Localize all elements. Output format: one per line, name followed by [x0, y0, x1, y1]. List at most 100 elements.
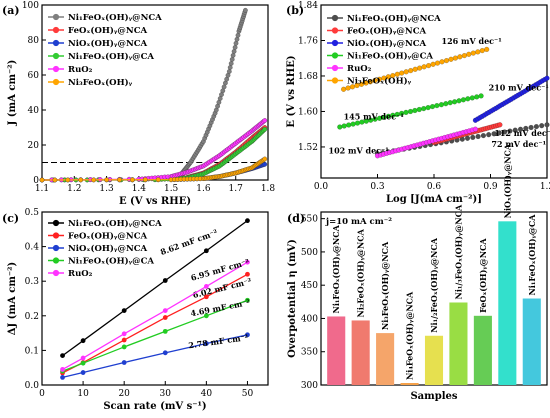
series-line	[62, 220, 248, 357]
data-point	[52, 177, 58, 183]
data-point	[228, 61, 234, 66]
data-point	[227, 65, 233, 70]
data-point	[523, 125, 529, 131]
data-point	[426, 63, 432, 69]
y-tick-label: 500	[301, 248, 318, 258]
legend-marker	[52, 52, 60, 60]
y-tick-label: 400	[301, 314, 318, 324]
legend-marker	[52, 13, 60, 21]
y-tick-label: 0.1	[25, 346, 39, 356]
plot-frame-c	[41, 211, 269, 386]
x-axis-label: Samples	[410, 391, 457, 402]
y-tick-label: 1.60	[298, 107, 318, 117]
legend-marker	[52, 219, 60, 227]
panel-d-chart: 300 350 400 450 500 550 Samples Overpotential η…	[287, 143, 548, 402]
data-point	[491, 131, 497, 137]
y-tick-label: 300	[301, 381, 318, 391]
data-point	[155, 177, 161, 183]
x-tick-label: 0.0	[314, 182, 329, 192]
data-point	[408, 68, 414, 74]
data-point	[60, 367, 65, 372]
data-point	[486, 132, 492, 138]
series-line	[62, 261, 248, 370]
data-point	[479, 48, 485, 54]
data-point	[224, 76, 230, 82]
data-point	[121, 344, 127, 350]
category-label: Ni₃FeOₓ(OH)ᵧ@NCA	[380, 241, 390, 330]
data-point	[121, 360, 127, 365]
data-point	[484, 46, 490, 52]
x-tick-label: 40	[201, 389, 213, 399]
data-point	[162, 278, 168, 283]
legend-entry: NiOₓ(OH)ᵧ@NCA	[68, 243, 147, 254]
data-point	[341, 86, 347, 92]
y-axis-label: J (mA cm⁻²)	[7, 60, 18, 127]
tafel-slope-label: 112 mV dec⁻¹	[494, 128, 550, 138]
x-tick-label: 50	[242, 389, 254, 399]
y-tick-label: 1.52	[298, 143, 318, 153]
panel-label-c: (c)	[2, 212, 19, 225]
data-point	[121, 331, 127, 337]
category-label: NiOₓ(OH)ᵧ@NCA	[502, 143, 512, 218]
data-point	[60, 353, 65, 358]
data-point	[220, 88, 226, 94]
legend-entry: Ni₁FeOₓ(OH)ᵧ@NCA	[347, 13, 441, 24]
series-line	[41, 120, 266, 181]
legend-entry: RuO₂	[68, 269, 93, 279]
data-point	[474, 94, 480, 100]
data-point	[544, 122, 550, 128]
data-point	[466, 51, 472, 57]
data-point	[439, 59, 445, 65]
y-tick-label: 60	[28, 71, 40, 81]
bar	[522, 298, 541, 385]
y-tick-label: 550	[301, 215, 318, 225]
data-point	[226, 69, 232, 74]
data-point	[430, 104, 436, 110]
data-point	[470, 50, 476, 56]
y-tick-label: 0.4	[25, 243, 40, 253]
data-point	[447, 100, 453, 106]
data-point	[496, 130, 502, 136]
legend-entry: Ni₁FeOₓ(OH)ᵧ@CA	[68, 256, 154, 267]
data-point	[203, 283, 209, 289]
data-point	[460, 97, 466, 103]
bar	[449, 302, 468, 385]
tafel-slope-label: 145 mV dec⁻¹	[344, 111, 404, 121]
category-label: Ni₁/₃FeOₓ(OH)ᵧ@NCA	[453, 204, 463, 299]
data-point	[421, 106, 427, 112]
x-tick-label: 1.5	[164, 184, 179, 194]
data-point	[417, 65, 423, 71]
legend-entry: Ni₃FeOₓ(OH)ᵧ	[68, 77, 133, 88]
bar	[498, 221, 517, 385]
y-tick-label: 40	[28, 106, 40, 116]
y-tick-label: 0.0	[25, 381, 40, 391]
data-point	[203, 313, 209, 319]
panel-label-a: (a)	[2, 4, 20, 17]
data-point	[480, 133, 486, 139]
panel-c-chart: 0 10 20 30 40 50 0.0 0.1 0.2 0.3 0.4 0.5 Scan rate (…	[7, 208, 269, 412]
data-point	[443, 101, 449, 107]
data-point	[399, 70, 405, 76]
cdl-label: 8.62 mF cm⁻²	[159, 227, 220, 257]
y-tick-label: 1.84	[298, 1, 318, 11]
data-point	[162, 350, 168, 356]
data-point	[456, 98, 462, 104]
data-point	[403, 69, 409, 75]
data-point	[497, 122, 503, 128]
data-point	[262, 126, 268, 132]
data-point	[539, 123, 545, 129]
data-point	[215, 103, 220, 109]
legend-entry: FeOₓ(OH)ᵧ@NCA	[347, 26, 426, 37]
data-point	[162, 328, 168, 334]
data-point	[472, 126, 478, 132]
legend-marker	[52, 65, 60, 73]
tafel-slope-label: 102 mV dec⁻¹	[329, 146, 389, 156]
data-point	[421, 64, 427, 70]
category-label: Ni₁/₂FeOₓ(OH)ᵧ@NCA	[429, 237, 439, 332]
data-point	[245, 271, 250, 277]
data-point	[231, 49, 237, 54]
data-point	[221, 84, 227, 90]
y-tick-label: 1.68	[298, 72, 318, 82]
panel-label-d: (d)	[287, 212, 305, 225]
data-point	[262, 156, 268, 162]
